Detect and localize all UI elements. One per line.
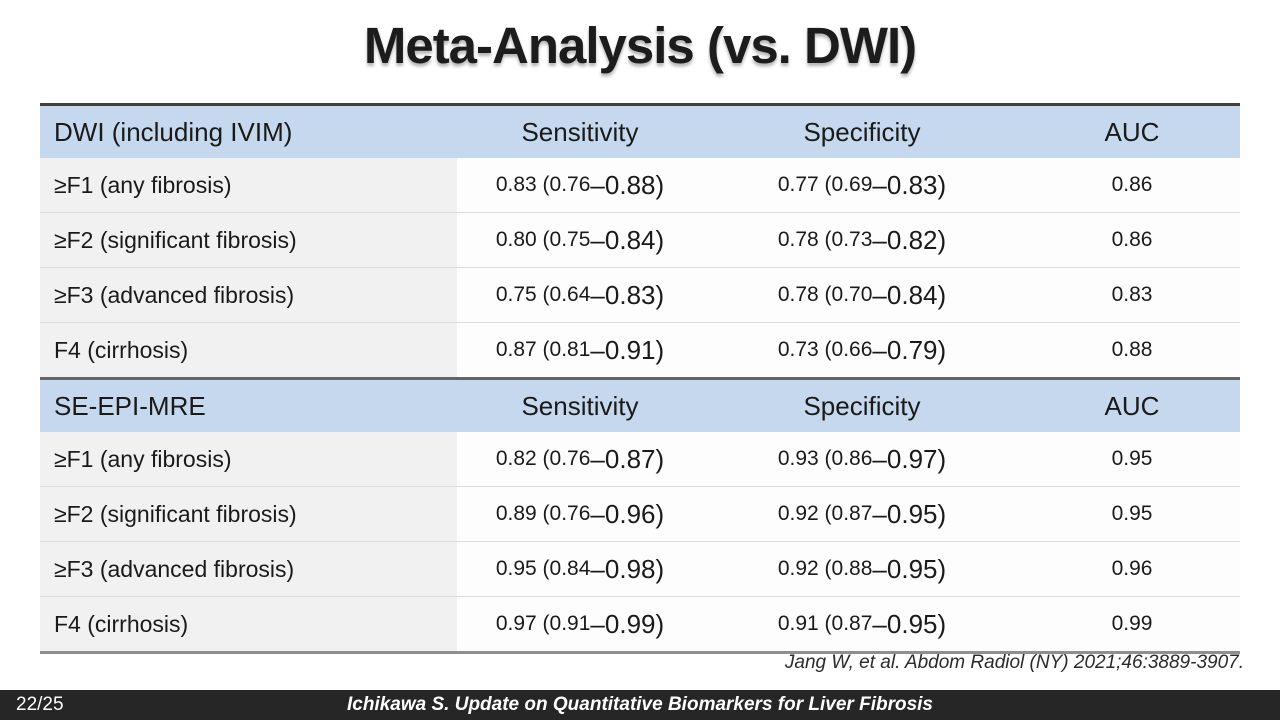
row-label: ≥F3 (advanced fibrosis) — [40, 542, 457, 596]
sensitivity-cell: 0.87 (0.81 –0.91) — [460, 323, 700, 377]
specificity-cell: 0.92 (0.87 –0.95) — [700, 487, 1024, 541]
table-section-mre: SE-EPI-MRE Sensitivity Specificity AUC ≥… — [40, 377, 1240, 651]
table-row: ≥F2 (significant fibrosis) 0.80 (0.75 –0.… — [40, 212, 1240, 267]
citation: Jang W, et al. Abdom Radiol (NY) 2021;46… — [784, 652, 1244, 673]
value-range-high: –0.83) — [590, 279, 665, 310]
column-header-auc: AUC — [1104, 390, 1160, 421]
section-header-row-mre: SE-EPI-MRE Sensitivity Specificity AUC — [40, 380, 1240, 432]
section-header-label: DWI (including IVIM) — [54, 116, 293, 147]
value-main: 0.78 (0.70 — [777, 283, 873, 306]
sensitivity-cell: 0.89 (0.76 –0.96) — [460, 487, 700, 541]
specificity-cell: 0.91 (0.87 –0.95) — [700, 597, 1024, 651]
column-header-specificity: Specificity — [803, 390, 921, 421]
sensitivity-cell: 0.83 (0.76 –0.88) — [460, 158, 700, 212]
value-main: 0.87 (0.81 — [495, 338, 591, 361]
value-range-high: –0.98) — [590, 553, 665, 584]
table-row: ≥F2 (significant fibrosis) 0.89 (0.76 –0.… — [40, 486, 1240, 541]
meta-analysis-table: DWI (including IVIM) Sensitivity Specifi… — [40, 103, 1240, 654]
value-main: 0.91 (0.87 — [777, 612, 873, 635]
value-range-high: –0.95) — [872, 608, 947, 639]
section-header-label: SE-EPI-MRE — [54, 390, 206, 421]
sensitivity-cell: 0.75 (0.64 –0.83) — [460, 268, 700, 322]
value-main: 0.95 (0.84 — [495, 557, 591, 580]
specificity-cell: 0.73 (0.66 –0.79) — [700, 323, 1024, 377]
value-range-high: –0.82) — [872, 224, 947, 255]
value-range-high: –0.83) — [872, 169, 947, 200]
value-range-high: –0.95) — [872, 553, 947, 584]
row-label: ≥F3 (advanced fibrosis) — [40, 268, 457, 322]
specificity-cell: 0.78 (0.70 –0.84) — [700, 268, 1024, 322]
row-label: ≥F1 (any fibrosis) — [40, 432, 457, 486]
section-header-row-dwi: DWI (including IVIM) Sensitivity Specifi… — [40, 106, 1240, 158]
table-row: ≥F1 (any fibrosis) 0.83 (0.76 –0.88) 0.77… — [40, 158, 1240, 212]
auc-cell: 0.88 — [1111, 338, 1153, 361]
value-main: 0.77 (0.69 — [777, 173, 873, 196]
auc-cell: 0.86 — [1111, 173, 1153, 196]
value-main: 0.92 (0.88 — [777, 557, 873, 580]
value-range-high: –0.99) — [590, 608, 665, 639]
sensitivity-cell: 0.80 (0.75 –0.84) — [460, 213, 700, 267]
value-main: 0.89 (0.76 — [495, 502, 591, 525]
sensitivity-cell: 0.97 (0.91 –0.99) — [460, 597, 700, 651]
table-row: ≥F1 (any fibrosis) 0.82 (0.76 –0.87) 0.93… — [40, 432, 1240, 486]
row-label: ≥F2 (significant fibrosis) — [40, 213, 457, 267]
table-row: ≥F3 (advanced fibrosis) 0.75 (0.64 –0.83)… — [40, 267, 1240, 322]
value-main: 0.78 (0.73 — [777, 228, 873, 251]
auc-cell: 0.83 — [1111, 283, 1153, 306]
column-header-specificity: Specificity — [803, 116, 921, 147]
table-row: F4 (cirrhosis) 0.87 (0.81 –0.91) 0.73 (0.… — [40, 322, 1240, 377]
footer-title: Ichikawa S. Update on Quantitative Bioma… — [347, 694, 933, 715]
value-main: 0.93 (0.86 — [777, 447, 873, 470]
value-main: 0.97 (0.91 — [495, 612, 591, 635]
value-main: 0.92 (0.87 — [777, 502, 873, 525]
auc-cell: 0.96 — [1111, 557, 1153, 580]
value-main: 0.82 (0.76 — [495, 447, 591, 470]
value-range-high: –0.79) — [872, 334, 947, 365]
value-main: 0.73 (0.66 — [777, 338, 873, 361]
value-main: 0.75 (0.64 — [495, 283, 591, 306]
auc-cell: 0.99 — [1111, 612, 1153, 635]
column-header-auc: AUC — [1104, 116, 1160, 147]
table-row: ≥F3 (advanced fibrosis) 0.95 (0.84 –0.98)… — [40, 541, 1240, 596]
auc-cell: 0.95 — [1111, 502, 1153, 525]
row-label: ≥F1 (any fibrosis) — [40, 158, 457, 212]
page-number: 22/25 — [16, 694, 64, 715]
table-section-dwi: DWI (including IVIM) Sensitivity Specifi… — [40, 106, 1240, 377]
sensitivity-cell: 0.95 (0.84 –0.98) — [460, 542, 700, 596]
value-range-high: –0.84) — [872, 279, 947, 310]
table-row: F4 (cirrhosis) 0.97 (0.91 –0.99) 0.91 (0.… — [40, 596, 1240, 651]
row-label: F4 (cirrhosis) — [40, 597, 457, 651]
page-title: Meta-Analysis (vs. DWI) — [363, 17, 917, 74]
row-label: ≥F2 (significant fibrosis) — [40, 487, 457, 541]
row-label: F4 (cirrhosis) — [40, 323, 457, 377]
value-range-high: –0.84) — [590, 224, 665, 255]
specificity-cell: 0.77 (0.69 –0.83) — [700, 158, 1024, 212]
specificity-cell: 0.78 (0.73 –0.82) — [700, 213, 1024, 267]
value-range-high: –0.91) — [590, 334, 665, 365]
value-range-high: –0.88) — [590, 169, 665, 200]
value-range-high: –0.97) — [872, 443, 947, 474]
column-header-sensitivity: Sensitivity — [521, 390, 639, 421]
auc-cell: 0.86 — [1111, 228, 1153, 251]
value-main: 0.80 (0.75 — [495, 228, 591, 251]
footer-bar: 22/25 Ichikawa S. Update on Quantitative… — [0, 690, 1280, 720]
specificity-cell: 0.92 (0.88 –0.95) — [700, 542, 1024, 596]
value-range-high: –0.95) — [872, 498, 947, 529]
auc-cell: 0.95 — [1111, 447, 1153, 470]
value-main: 0.83 (0.76 — [495, 173, 591, 196]
sensitivity-cell: 0.82 (0.76 –0.87) — [460, 432, 700, 486]
column-header-sensitivity: Sensitivity — [521, 116, 639, 147]
specificity-cell: 0.93 (0.86 –0.97) — [700, 432, 1024, 486]
value-range-high: –0.87) — [590, 443, 665, 474]
value-range-high: –0.96) — [590, 498, 665, 529]
